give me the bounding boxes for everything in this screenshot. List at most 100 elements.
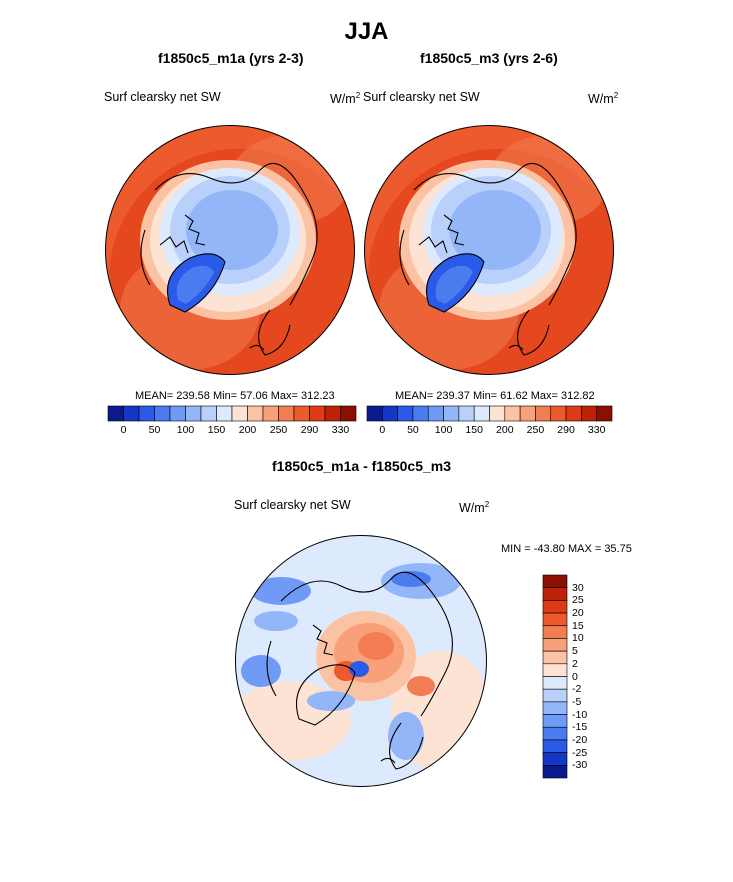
colorbar-box xyxy=(542,765,568,779)
coastline xyxy=(266,640,277,697)
colorbar-box xyxy=(262,405,279,422)
colorbar-box xyxy=(154,405,171,422)
field-patch xyxy=(307,691,355,711)
colorbar-box xyxy=(542,574,568,588)
colorbar-box xyxy=(542,663,568,677)
colorbar-box xyxy=(542,714,568,728)
colorbar-box xyxy=(200,405,217,422)
panel-1-variable-label: Surf clearsky net SW xyxy=(104,90,221,104)
colorbar-tick-label: -5 xyxy=(572,695,582,708)
coastline xyxy=(425,253,485,313)
colorbar-box xyxy=(504,405,521,422)
colorbar-tick-label: 100 xyxy=(176,424,195,436)
colorbar-box xyxy=(596,405,613,422)
colorbar-box xyxy=(550,405,567,422)
colorbar-tick-label: -30 xyxy=(572,759,588,772)
panel-1-colorbar xyxy=(107,405,357,422)
panel-1-stats: MEAN= 239.58 Min= 57.06 Max= 312.23 xyxy=(135,390,335,402)
map-field xyxy=(364,125,614,375)
panel-1-units: W/m2 xyxy=(330,91,361,107)
colorbar-box xyxy=(542,625,568,639)
colorbar-tick-label: 2 xyxy=(572,657,578,670)
diff-polar-map xyxy=(235,535,487,787)
coastline xyxy=(517,309,550,356)
coastline xyxy=(508,344,524,351)
colorbar-box xyxy=(542,612,568,627)
colorbar-box xyxy=(542,650,568,665)
colorbar-tick-label: 50 xyxy=(148,424,161,436)
panel-2-stats: MEAN= 239.37 Min= 61.62 Max= 312.82 xyxy=(395,390,595,402)
diff-colorbar xyxy=(542,574,568,779)
coastline xyxy=(249,344,265,351)
colorbar-box xyxy=(542,638,568,652)
coastline xyxy=(280,571,442,607)
colorbar-box xyxy=(107,405,124,422)
colorbar-box xyxy=(216,405,233,422)
colorbar-tick-label: 250 xyxy=(526,424,545,436)
coastline xyxy=(413,162,565,196)
panel-1-title: f1850c5_m1a (yrs 2-3) xyxy=(158,50,304,66)
colorbar-tick-label: 20 xyxy=(572,607,584,620)
map-boundary xyxy=(364,125,614,375)
greenland-inner xyxy=(176,265,214,304)
colorbar-tick-label: -25 xyxy=(572,746,588,759)
diff-variable-label: Surf clearsky net SW xyxy=(234,498,351,512)
colorbar-box xyxy=(324,405,341,422)
field-patch xyxy=(254,611,298,631)
colorbar-box xyxy=(542,739,568,753)
colorbar-tick-label: 0 xyxy=(120,424,127,436)
colorbar-box xyxy=(542,726,568,741)
colorbar-tick-label: 290 xyxy=(557,424,575,436)
colorbar-box xyxy=(185,405,202,422)
coastline xyxy=(289,194,318,306)
panel-2-title: f1850c5_m3 (yrs 2-6) xyxy=(420,50,558,66)
coastline xyxy=(258,309,291,356)
coastline xyxy=(548,194,577,306)
coastline xyxy=(166,253,226,313)
map-field xyxy=(105,125,355,375)
coastline xyxy=(159,236,189,254)
diff-panel-title: f1850c5_m1a - f1850c5_m3 xyxy=(272,458,452,474)
colorbar-box xyxy=(412,405,429,422)
colorbar-tick-label: 0 xyxy=(572,670,578,683)
colorbar-tick-label: 250 xyxy=(269,424,288,436)
colorbar-tick-label: 150 xyxy=(465,424,483,436)
colorbar-box xyxy=(542,752,568,766)
coastline xyxy=(380,757,396,764)
colorbar-box xyxy=(382,405,398,422)
colorbar-box xyxy=(340,405,357,422)
colorbar-box xyxy=(138,405,155,422)
field-patch xyxy=(349,661,369,677)
coastline xyxy=(420,605,453,717)
field-patch xyxy=(241,655,281,687)
field-core xyxy=(449,190,541,270)
colorbar-tick-label: 200 xyxy=(496,424,514,436)
colorbar-tick-label: -20 xyxy=(572,733,588,746)
colorbar-tick-label: 200 xyxy=(238,424,257,436)
colorbar-tick-label: 15 xyxy=(572,619,584,632)
colorbar-tick-label: 30 xyxy=(572,581,584,594)
coastline xyxy=(312,624,334,656)
colorbar-box xyxy=(542,688,568,703)
colorbar-tick-label: 330 xyxy=(587,424,606,436)
colorbar-box xyxy=(169,405,186,422)
coastline xyxy=(389,722,424,770)
colorbar-box xyxy=(443,405,460,422)
panel-2-polar-map xyxy=(364,125,614,375)
map-boundary xyxy=(105,125,355,375)
colorbar-tick-label: 5 xyxy=(572,645,578,658)
colorbar-box xyxy=(458,405,475,422)
colorbar-box xyxy=(542,600,568,614)
coastline xyxy=(154,162,306,196)
panel-2-colorbar-labels: 0 50 100 150 200 250 290 330 xyxy=(367,424,612,438)
colorbar-box xyxy=(231,405,248,422)
panel-2-colorbar xyxy=(366,405,613,422)
colorbar-box xyxy=(519,405,536,422)
coastline xyxy=(399,229,410,286)
colorbar-box xyxy=(278,405,295,422)
panel-1-colorbar-labels: 0 50 100 150 200 250 290 330 xyxy=(108,424,356,438)
coastline xyxy=(295,664,356,726)
colorbar-tick-label: 330 xyxy=(331,424,350,436)
field-patch xyxy=(391,571,431,587)
colorbar-tick-label: -10 xyxy=(572,708,588,721)
